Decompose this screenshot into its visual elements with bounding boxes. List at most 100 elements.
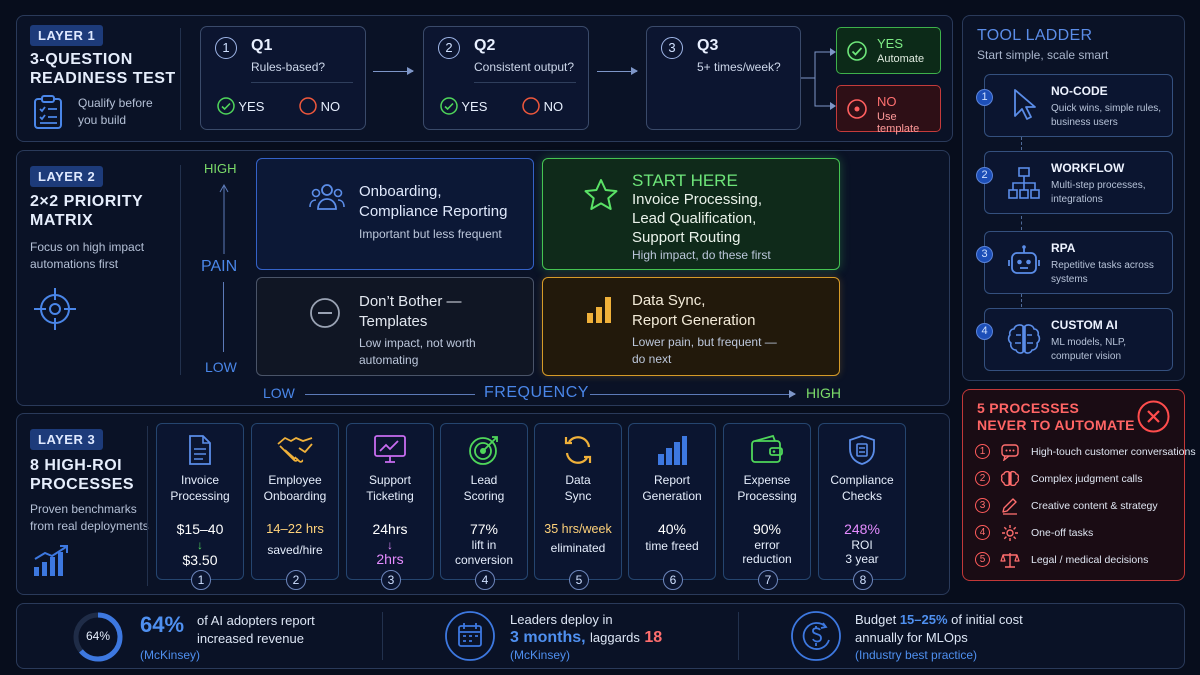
quadrant-top-left: Onboarding, Compliance Reporting Importa… <box>256 158 534 270</box>
quadrant-bottom-right: Data Sync, Report Generation Lower pain,… <box>542 277 840 376</box>
process-number: 5 <box>569 570 589 590</box>
no-option[interactable]: NO <box>299 97 340 115</box>
process-metric-sub2: reduction <box>742 552 792 566</box>
process-number: 8 <box>853 570 873 590</box>
process-name-line1: Support <box>368 473 412 487</box>
process-name-line2: Ticketing <box>366 489 414 503</box>
never-item-text: Creative content & strategy <box>1031 500 1158 512</box>
question-text: Rules-based? <box>251 60 326 74</box>
ring-label: 64% <box>85 629 111 643</box>
process-metric: $15–40 <box>176 521 224 537</box>
stat3-post: of initial cost <box>951 612 1023 627</box>
question-card-3: 3 Q3 5+ times/week? <box>646 26 801 130</box>
never-item-number: 2 <box>975 471 990 486</box>
quadrant-subtitle-line2: automating <box>359 353 419 367</box>
footer-divider <box>738 612 739 660</box>
quadrant-subtitle: High impact, do these first <box>632 248 771 262</box>
layer2-divider <box>180 165 181 375</box>
x-circle-icon <box>1137 400 1170 433</box>
yes-label: YES <box>461 99 488 114</box>
ladder-number: 1 <box>976 89 993 106</box>
process-metric-result: 2hrs <box>376 551 404 567</box>
quadrant-title-line1: Onboarding, <box>359 183 442 200</box>
process-name-line2: Processing <box>737 489 797 503</box>
quadrant-title: Invoice Processing, Lead Qualification, … <box>632 190 762 247</box>
ladder-item-desc-line2: integrations <box>1051 194 1103 205</box>
quadrant-top-right: START HERE Invoice Processing, Lead Qual… <box>542 158 840 270</box>
quadrant-title-line1: Don’t Bother — <box>359 293 462 310</box>
process-metric: 90% <box>752 521 782 537</box>
quadrant-subtitle: Low impact, not worth automating <box>359 335 476 369</box>
ladder-item-desc: Repetitive tasks across systems <box>1051 259 1169 287</box>
question-label: Q3 <box>697 37 719 54</box>
stat3-pre: Budget <box>855 612 897 627</box>
layer2-subtitle-line2: automations first <box>30 257 119 271</box>
ladder-item-desc: Multi-step processes, integrations <box>1051 179 1169 207</box>
quadrant-title: Onboarding, Compliance Reporting <box>359 182 507 222</box>
stat3-line2: annually for MLOps <box>855 630 968 645</box>
process-name-line2: Onboarding <box>263 489 327 503</box>
ladder-item-title: RPA <box>1051 241 1076 255</box>
no-circle-icon <box>847 99 867 119</box>
process-name-line1: Invoice <box>180 473 220 487</box>
no-option[interactable]: NO <box>522 97 563 115</box>
process-name: Lead Scoring <box>441 472 527 504</box>
process-card-compliance-checks: Compliance Checks 248% ROI 3 year 8 <box>818 423 906 590</box>
process-metric: 35 hrs/week <box>544 522 612 536</box>
layer2-subtitle-line1: Focus on high impact <box>30 240 145 254</box>
ring-progress <box>73 612 123 662</box>
stat2-line2: 3 months, laggards 18 <box>510 629 662 647</box>
ladder-item-desc-line2: systems <box>1051 274 1088 285</box>
ladder-item-desc-line1: ML models, NLP, <box>1051 337 1127 348</box>
question-text: Consistent output? <box>474 60 575 74</box>
ladder-item-title: CUSTOM AI <box>1051 318 1118 332</box>
layer3-divider <box>147 426 148 586</box>
adoption-ring: 64% <box>72 611 124 663</box>
quadrant-title-line2: Templates <box>359 313 428 330</box>
ladder-item-desc-line1: Repetitive tasks across <box>1051 260 1154 271</box>
layer3-subtitle-line2: from real deployments <box>30 519 149 533</box>
layer3-title: 8 HIGH-ROI PROCESSES <box>30 456 134 494</box>
target-icon <box>441 434 527 466</box>
layer2-title-line1: 2×2 PRIORITY <box>30 193 144 210</box>
document-icon <box>157 434 243 466</box>
layer1-subtitle-line1: Qualify before <box>78 96 153 110</box>
stat2-line1: Leaders deploy in <box>510 612 613 627</box>
stat2-value: 3 months, <box>510 629 586 646</box>
process-metric-sub: ROI <box>851 538 873 552</box>
bar-chart-icon <box>587 297 611 323</box>
outcome-yes-box: YES Automate <box>836 27 941 74</box>
start-here-heading: START HERE <box>632 171 738 190</box>
stat1-text: of AI adopters report increased revenue <box>197 612 315 648</box>
process-metric-sub: error <box>754 538 780 552</box>
never-automate-title-line1: 5 PROCESSES <box>977 400 1080 416</box>
stat1-source: (McKinsey) <box>140 648 201 662</box>
people-icon <box>309 184 345 210</box>
layer1-title: 3-QUESTION READINESS TEST <box>30 50 176 88</box>
question-number: 1 <box>215 37 237 59</box>
process-name: Data Sync <box>535 472 621 504</box>
quadrant-bottom-left: Don’t Bother — Templates Low impact, not… <box>256 277 534 376</box>
process-name-line2: Scoring <box>463 489 505 503</box>
process-name: Invoice Processing <box>157 472 243 504</box>
process-name-line2: Checks <box>841 489 882 503</box>
ladder-connector <box>1021 216 1022 230</box>
process-name-line1: Compliance <box>830 473 894 487</box>
yes-option[interactable]: YES <box>217 97 264 115</box>
ladder-connector <box>1021 294 1022 307</box>
question-card-1: 1 Q1 Rules-based? YES NO <box>200 26 366 130</box>
never-item-number: 1 <box>975 444 990 459</box>
workflow-icon <box>1008 167 1040 199</box>
dollar-cycle-icon <box>790 610 842 667</box>
star-icon <box>584 179 618 210</box>
outcome-no-sub: Use template <box>877 111 920 135</box>
process-metric: 40% <box>657 521 687 537</box>
y-axis-line-lower <box>223 282 224 352</box>
process-name-line2: Sync <box>564 489 592 503</box>
ladder-item-desc-line1: Multi-step processes, <box>1051 180 1146 191</box>
process-metric: 77% <box>469 521 499 537</box>
y-axis-high-label: HIGH <box>204 161 237 176</box>
process-name-line1: Lead <box>470 473 498 487</box>
process-number: 4 <box>475 570 495 590</box>
yes-option[interactable]: YES <box>440 97 487 115</box>
